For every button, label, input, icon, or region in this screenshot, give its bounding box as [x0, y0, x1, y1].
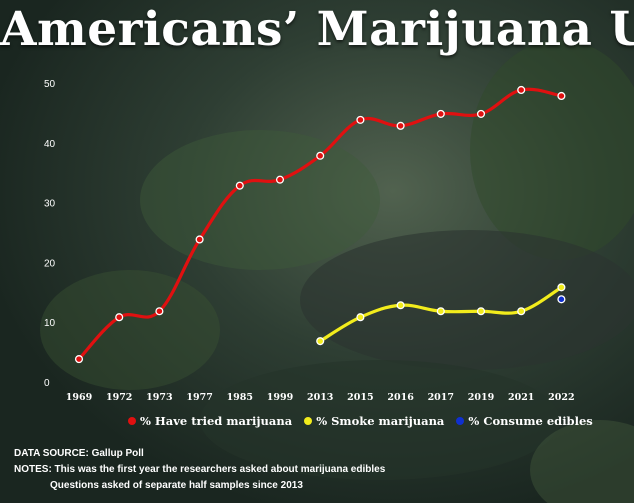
legend-swatch-red: [128, 417, 136, 425]
x-tick-label: 1972: [106, 392, 132, 403]
legend-item-edibles: % Consume edibles: [456, 414, 593, 428]
series-smoke-point: [396, 301, 405, 310]
legend-label: % Consume edibles: [468, 414, 593, 428]
data-source: DATA SOURCE: Gallup Poll: [14, 448, 144, 459]
series-smoke-point: [557, 283, 566, 292]
series-smoke-point: [476, 307, 486, 316]
y-tick-label: 30: [44, 199, 56, 210]
legend-swatch-blue: [456, 417, 465, 425]
series-smoke-point: [356, 313, 365, 322]
x-tick-label: 2013: [307, 392, 333, 403]
chart-title: Americans’ Marijuana Use: [0, 2, 634, 57]
x-tick-label: 1977: [186, 392, 212, 403]
notes-line-1: NOTES: This was the first year the resea…: [14, 464, 386, 475]
x-tick-label: 1969: [66, 392, 93, 403]
series-tried-point: [356, 115, 365, 124]
y-tick-label: 50: [44, 79, 56, 90]
series-tried-point: [155, 307, 164, 316]
x-tick-label: 1999: [267, 392, 294, 403]
x-tick-label: 2017: [428, 392, 454, 403]
series-tried-point: [396, 121, 405, 130]
x-tick-label: 2021: [508, 392, 534, 403]
source-notes: DATA SOURCE: Gallup Poll NOTES: This was…: [14, 446, 385, 494]
y-tick-label: 40: [44, 139, 56, 150]
series-tried-point: [517, 85, 526, 95]
x-tick-label: 2022: [548, 392, 574, 403]
y-tick-label: 10: [44, 318, 56, 329]
series-tried-point: [235, 181, 244, 190]
x-tick-label: 1985: [227, 392, 253, 403]
series-tried-point: [115, 313, 124, 322]
series-tried-line: [77, 87, 563, 361]
series-tried-point: [74, 355, 84, 364]
series-smoke-point: [436, 307, 445, 316]
series-smoke-point: [517, 307, 526, 316]
series-edibles-point: [557, 295, 566, 304]
series-tried-point: [195, 235, 204, 244]
x-tick-label: 2016: [387, 392, 414, 403]
legend-item-tried: % Have tried marijuana: [128, 414, 292, 428]
legend-swatch-yellow: [304, 417, 313, 425]
series-tried-point: [476, 109, 486, 118]
x-tick-label: 2019: [468, 392, 495, 403]
series-smoke-point: [316, 337, 325, 346]
legend-item-smoke: % Smoke marijuana: [304, 414, 444, 428]
x-tick-label: 1973: [146, 392, 172, 403]
y-tick-label: 0: [44, 378, 50, 389]
notes-line-2: Questions asked of separate half samples…: [50, 480, 303, 491]
series-tried-point: [557, 91, 566, 101]
y-tick-label: 20: [44, 258, 56, 269]
legend-label: % Smoke marijuana: [316, 414, 445, 428]
series-tried-point: [275, 175, 285, 184]
series-tried-point: [316, 151, 325, 160]
legend-label: % Have tried marijuana: [140, 414, 293, 428]
legend: % Have tried marijuana % Smoke marijuana…: [128, 414, 593, 428]
x-tick-label: 2015: [347, 392, 373, 403]
series-tried-point: [436, 109, 445, 118]
